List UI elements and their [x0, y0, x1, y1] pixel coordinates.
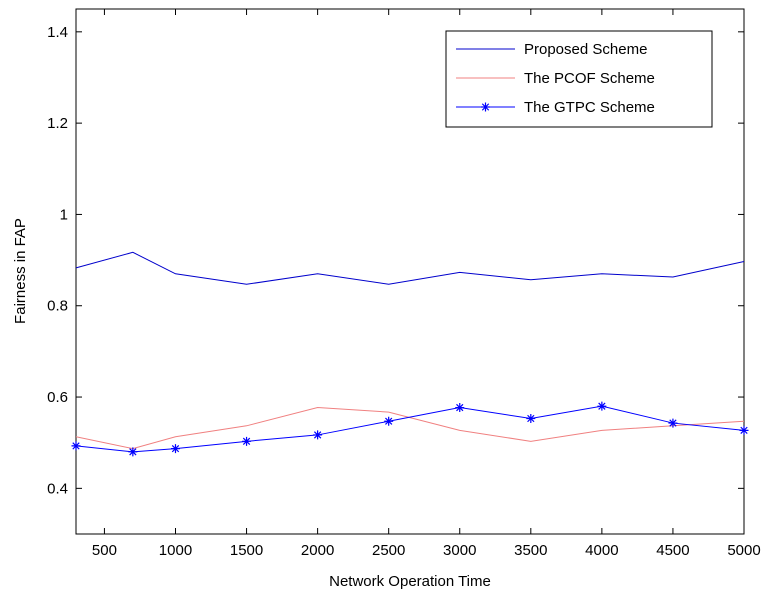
- series-the-gtpc-scheme: [71, 401, 749, 457]
- data-point-the-gtpc-scheme: [313, 430, 323, 440]
- legend-marker-the-gtpc-scheme: [481, 102, 490, 112]
- legend-label-the-gtpc-scheme: The GTPC Scheme: [524, 99, 655, 116]
- x-tick-label: 3000: [443, 542, 476, 559]
- x-tick-label: 1000: [159, 542, 192, 559]
- data-point-the-gtpc-scheme: [597, 401, 607, 411]
- legend-label-proposed-scheme: Proposed Scheme: [524, 41, 647, 58]
- y-tick-label: 1.2: [47, 115, 68, 132]
- data-point-the-gtpc-scheme: [739, 425, 749, 435]
- series-the-pcof-scheme: [75, 407, 745, 450]
- x-tick-label: 3500: [514, 542, 547, 559]
- data-point-the-gtpc-scheme: [128, 447, 138, 457]
- series-line-proposed-scheme: [75, 251, 745, 285]
- series-group: [71, 251, 749, 457]
- x-tick-label: 4000: [585, 542, 618, 559]
- x-tick-label: 4500: [656, 542, 689, 559]
- data-point-the-gtpc-scheme: [71, 441, 81, 451]
- data-point-the-gtpc-scheme: [242, 436, 252, 446]
- legend-label-the-pcof-scheme: The PCOF Scheme: [524, 70, 655, 87]
- x-axis-label: Network Operation Time: [329, 573, 491, 590]
- x-tick-label: 2000: [301, 542, 334, 559]
- x-tick-label: 1500: [230, 542, 263, 559]
- tick-group: 500 1000 1500 2000 2500 3000 3500 4000 4500 5000 0…: [47, 9, 761, 559]
- x-tick-label: 5000: [727, 542, 760, 559]
- legend: Proposed Scheme The PCOF Scheme The GTPC S…: [445, 30, 713, 128]
- x-tick-label: 2500: [372, 542, 405, 559]
- y-axis-label: Fairness in FAP: [12, 218, 29, 324]
- series-line-the-pcof-scheme: [75, 407, 745, 450]
- data-point-the-gtpc-scheme: [526, 414, 536, 423]
- data-point-the-gtpc-scheme: [384, 416, 394, 426]
- data-point-the-gtpc-scheme: [170, 444, 180, 454]
- legend-box: [445, 30, 713, 128]
- x-tick-label: 500: [92, 542, 117, 559]
- y-tick-label: 1: [60, 206, 68, 223]
- data-point-the-gtpc-scheme: [668, 418, 678, 428]
- y-tick-label: 1.4: [47, 24, 68, 41]
- data-point-the-gtpc-scheme: [455, 403, 465, 413]
- y-tick-label: 0.6: [47, 389, 68, 406]
- y-tick-label: 0.8: [47, 298, 68, 315]
- y-tick-label: 0.4: [47, 480, 68, 497]
- series-proposed-scheme: [75, 251, 745, 285]
